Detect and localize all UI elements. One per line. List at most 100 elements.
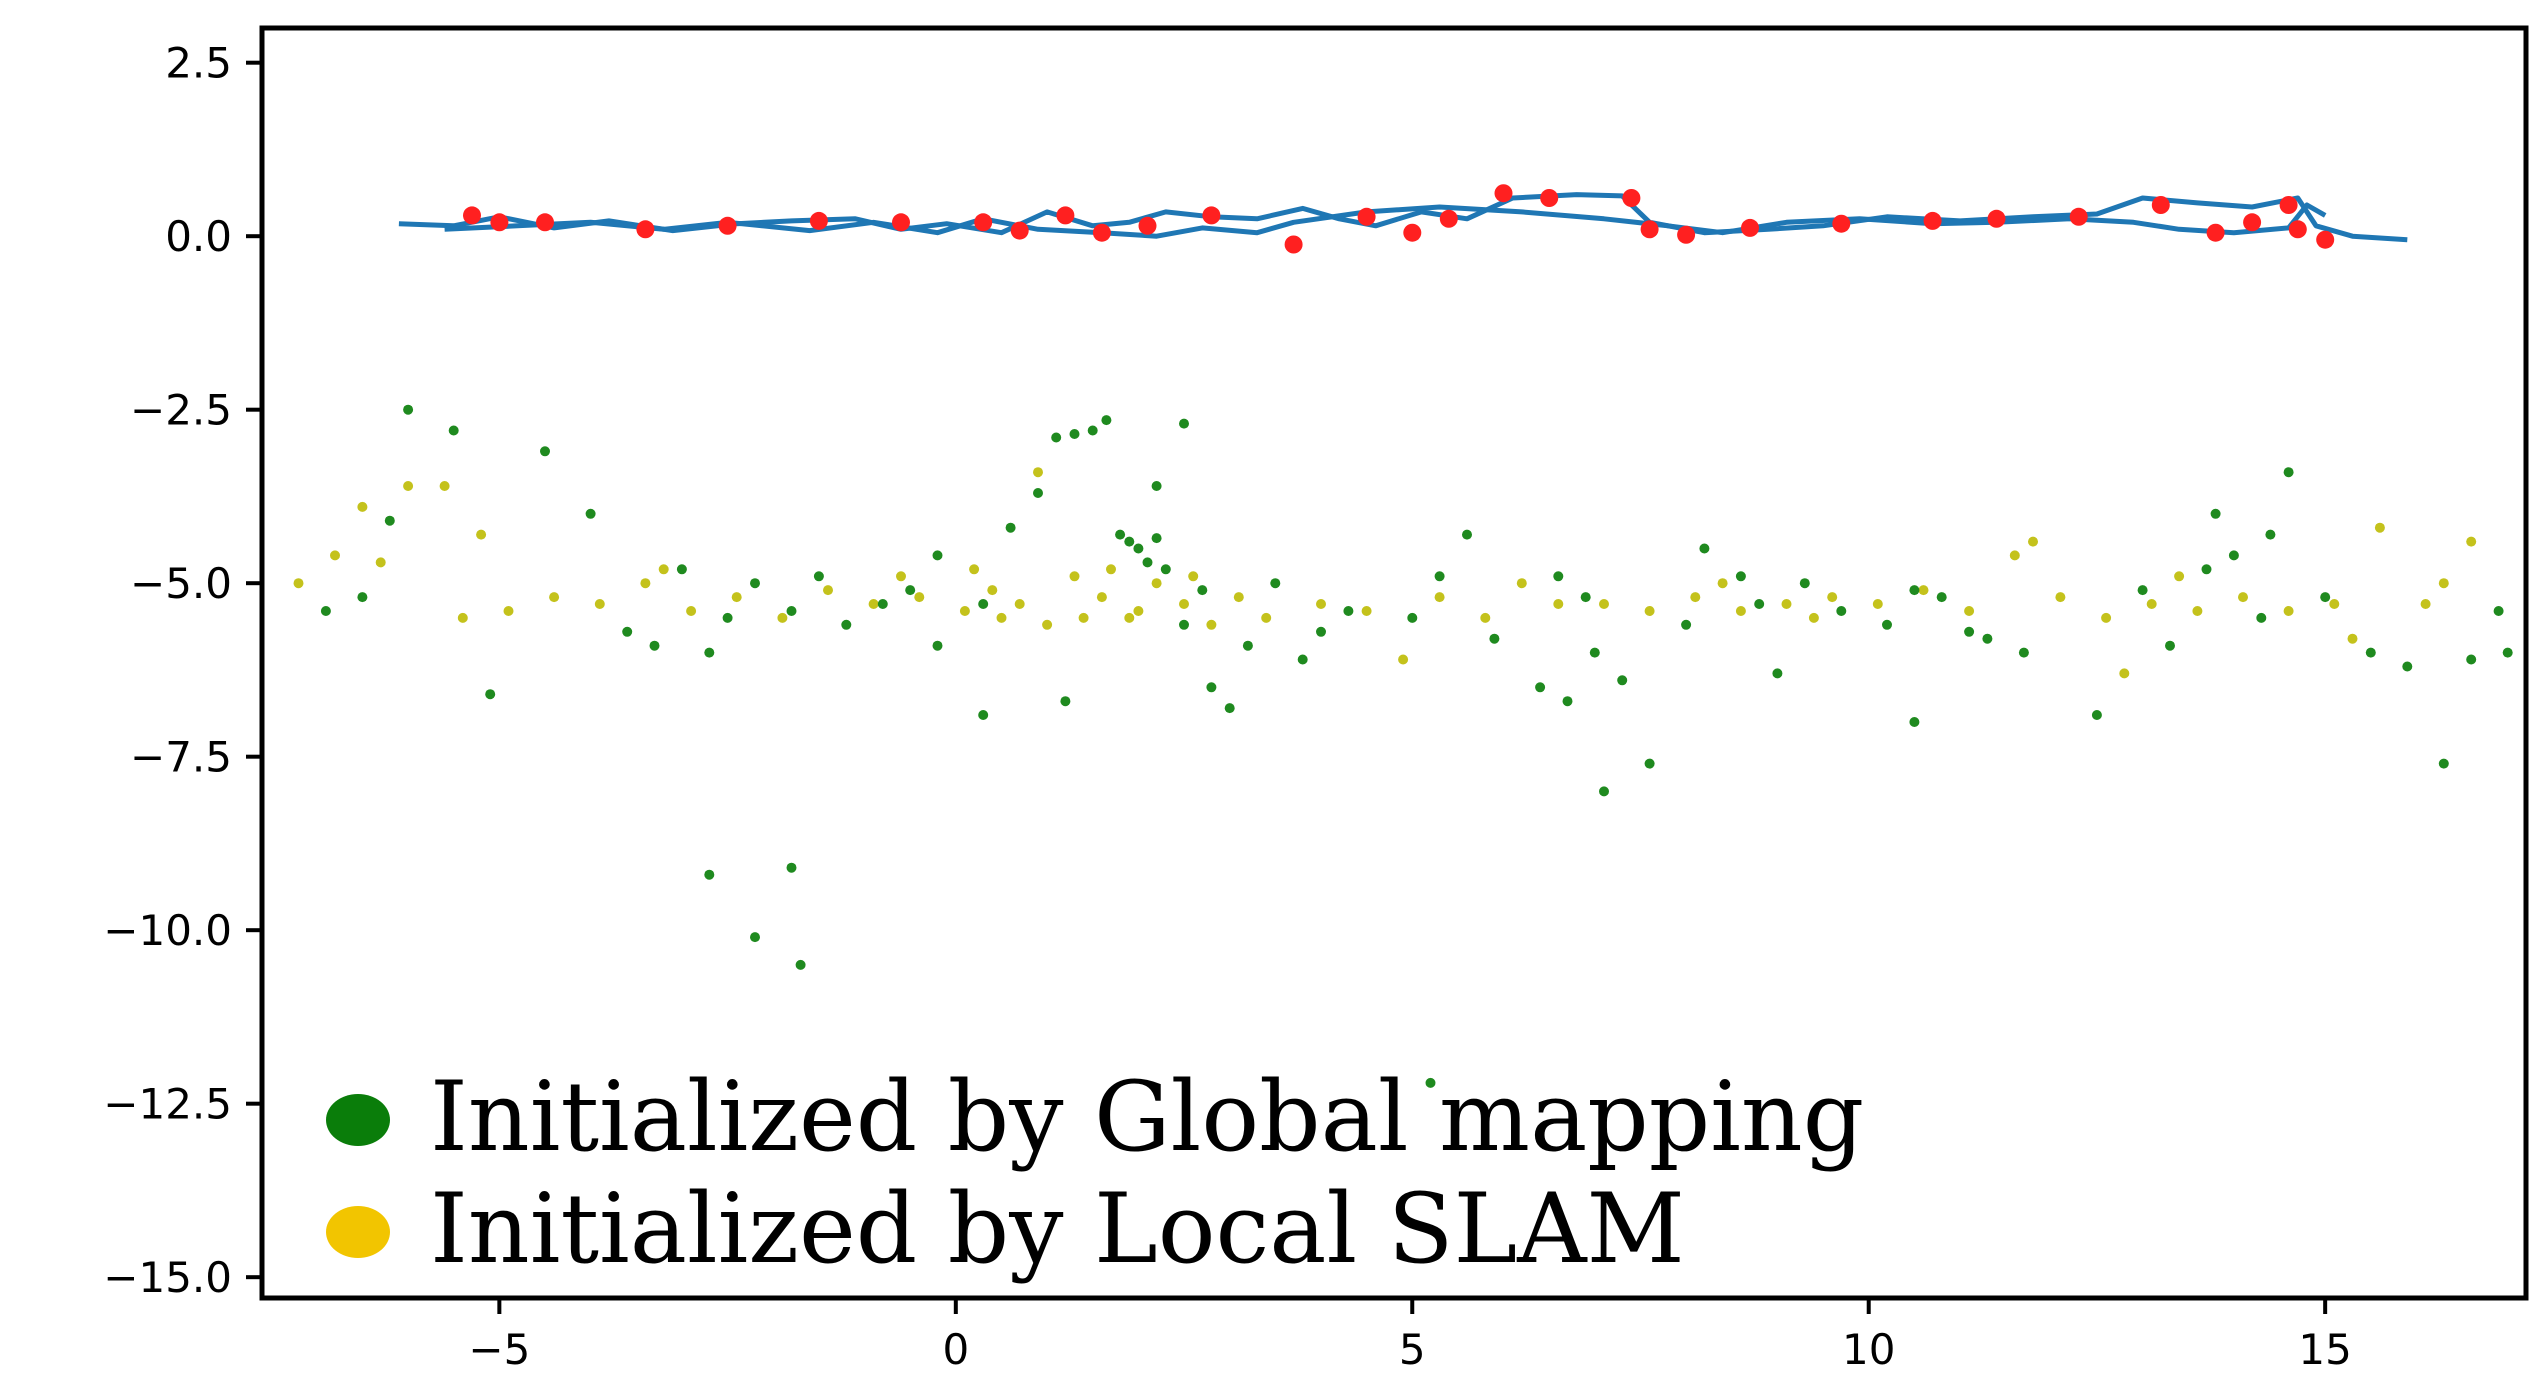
local-slam-point: [731, 592, 742, 603]
local-slam-point: [896, 571, 906, 582]
legend-label-local-slam: Initialized by Local SLAM: [430, 1173, 1685, 1285]
global-mapping-point: [1909, 585, 1920, 596]
global-mapping-point: [1087, 425, 1098, 436]
keyframe-point: [1202, 206, 1221, 225]
local-slam-point: [1690, 592, 1701, 603]
y-tick-label: 2.5: [165, 39, 232, 88]
global-mapping-point: [448, 425, 459, 436]
local-slam-point: [640, 578, 651, 589]
keyframe-point: [2288, 220, 2307, 239]
global-mapping-point: [1599, 786, 1609, 797]
local-slam-point: [1261, 612, 1272, 623]
global-mapping-point: [1553, 571, 1564, 582]
keyframe-point: [2316, 230, 2335, 249]
y-axis: 2.5 0.0 −2.5 −5.0 −7.5 −10.0 −12.5 −15.0: [103, 39, 262, 1302]
local-slam-point: [2283, 606, 2294, 616]
keyframe-point: [2151, 196, 2170, 214]
global-mapping-point: [1316, 626, 1326, 637]
keyframe-point: [892, 213, 910, 232]
global-mapping-point: [1124, 536, 1135, 547]
axes-frame: [259, 25, 2529, 1301]
global-mapping-point: [841, 619, 852, 630]
global-mapping-point: [540, 446, 550, 457]
global-mapping-point: [877, 599, 888, 609]
keyframe-point: [2069, 207, 2088, 226]
y-tick-label: −5.0: [130, 559, 232, 608]
local-slam-point: [2347, 633, 2358, 644]
local-slam-point: [987, 585, 998, 596]
global-mapping-point: [1535, 682, 1546, 693]
global-mapping-point: [932, 640, 943, 651]
y-tick-label: −12.5: [103, 1080, 232, 1129]
keyframe-point: [1439, 209, 1458, 228]
keyframe-point: [1832, 214, 1851, 233]
local-slam-point: [1516, 578, 1527, 589]
global-mapping-point: [1754, 599, 1765, 609]
local-slam-point: [2028, 536, 2038, 547]
legend-label-global-mapping: Initialized by Global mapping: [430, 1061, 1864, 1173]
global-mapping-point: [1562, 696, 1573, 707]
global-mapping-point: [1179, 418, 1189, 429]
global-mapping-point: [1179, 619, 1189, 630]
local-slam-point: [1078, 612, 1089, 623]
y-tick-label: −7.5: [130, 733, 232, 782]
global-mapping-point: [2137, 585, 2148, 596]
local-slam-point: [330, 550, 340, 561]
local-slam-point: [1398, 654, 1409, 665]
plot-area: [293, 184, 2513, 1088]
local-slam-point: [969, 564, 980, 575]
local-slam-point: [686, 606, 697, 616]
global-mapping-point: [750, 578, 760, 589]
local-slam-point: [1599, 599, 1609, 609]
keyframe-point: [1357, 207, 1376, 226]
local-slam-point: [1133, 606, 1144, 616]
keyframe-point: [1923, 211, 1942, 230]
local-slam-point: [503, 606, 514, 616]
global-mapping-point: [2091, 710, 2102, 720]
keyframe-point: [1056, 206, 1075, 225]
global-mapping-point: [403, 404, 414, 415]
x-tick-label: 5: [1399, 1325, 1426, 1374]
keyframe-point: [1741, 218, 1759, 237]
global-mapping-point: [786, 862, 797, 873]
global-mapping-point: [1589, 647, 1600, 658]
global-mapping-point: [1133, 543, 1144, 554]
x-axis: −5 0 5 10 15: [468, 1298, 2352, 1374]
global-mapping-point: [2018, 647, 2029, 658]
global-mapping-point: [1069, 429, 1080, 439]
keyframe-point: [536, 213, 554, 232]
keyframe-point: [1640, 220, 1659, 239]
global-mapping-point: [1580, 592, 1591, 603]
global-mapping-point: [1197, 585, 1208, 596]
global-mapping-point: [1160, 564, 1171, 575]
global-mapping-point: [704, 647, 715, 658]
global-mapping-point: [2283, 467, 2294, 478]
y-tick-label: −2.5: [130, 386, 232, 435]
global-mapping-point: [1407, 612, 1418, 623]
global-mapping-point: [1425, 1077, 1436, 1088]
local-slam-point: [1735, 606, 1746, 616]
global-mapping-point: [1051, 432, 1062, 443]
local-slam-point: [1069, 571, 1080, 582]
global-mapping-point: [1772, 668, 1783, 679]
local-slam-point: [2238, 592, 2248, 603]
local-slam-point: [375, 557, 386, 568]
local-slam-point: [2466, 536, 2477, 547]
local-slam-point: [1151, 578, 1162, 589]
global-mapping-point: [2201, 564, 2212, 575]
local-slam-point: [2174, 571, 2185, 582]
global-mapping-point: [722, 612, 733, 623]
keyframe-point: [1622, 189, 1641, 207]
local-slam-point: [1827, 592, 1838, 603]
global-mapping-point: [978, 599, 989, 609]
keyframe-point: [2279, 196, 2298, 214]
global-mapping-point: [905, 585, 916, 596]
global-mapping-point: [2256, 612, 2267, 623]
global-mapping-point: [649, 640, 660, 651]
local-slam-point: [293, 578, 304, 589]
global-mapping-point: [585, 508, 596, 519]
global-mapping-point: [2502, 647, 2513, 658]
global-mapping-point: [1434, 571, 1445, 582]
local-slam-point: [2101, 612, 2112, 623]
keyframe-point: [1010, 221, 1029, 240]
